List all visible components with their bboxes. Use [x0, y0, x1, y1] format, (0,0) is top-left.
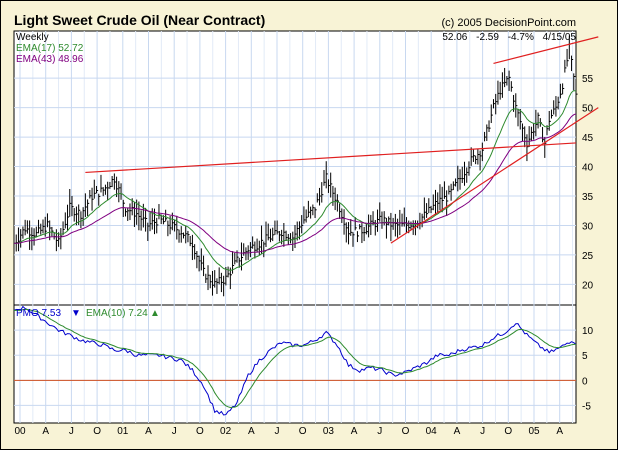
price-bars [13, 35, 578, 297]
axis-tick-labels: 00 A J O 01 A J O 02 A J O 03 A J O 04 A J O 05 A202530354045… [14, 74, 593, 437]
pmo-y-tick-label: 10 [582, 326, 594, 337]
x-tick-label: 03 [323, 426, 335, 437]
x-tick-label: A [42, 426, 49, 437]
x-tick-label: O [504, 426, 512, 437]
x-tick-label: A [248, 426, 255, 437]
price-y-tick-label: 25 [582, 251, 594, 262]
pmo-y-tick-label: -5 [582, 401, 591, 412]
readout-pct: -4.7% [508, 32, 534, 43]
x-tick-label: J [480, 426, 485, 437]
price-readout: 52.06 -2.59 -4.7% 4/15/05 [442, 32, 576, 43]
copyright-label: (c) 2005 DecisionPoint.com [441, 17, 576, 29]
x-tick-label: 02 [220, 426, 232, 437]
x-tick-label: J [275, 426, 280, 437]
legend-pmo: PMO 7.53 [16, 308, 61, 319]
pmo-ema-up-arrow-icon: ▲ [150, 308, 160, 319]
x-tick-label: A [454, 426, 461, 437]
price-y-tick-label: 55 [582, 74, 594, 85]
price-y-tick-label: 30 [582, 221, 594, 232]
x-tick-label: O [93, 426, 101, 437]
price-y-tick-label: 20 [582, 280, 594, 291]
legend-pmo-ema: EMA(10) 7.24 [86, 308, 148, 319]
price-y-tick-label: 40 [582, 163, 594, 174]
x-tick-label: O [402, 426, 410, 437]
x-tick-label: A [351, 426, 358, 437]
readout-change: -2.59 [476, 32, 499, 43]
x-tick-label: 05 [528, 426, 540, 437]
x-tick-label: O [299, 426, 307, 437]
x-tick-label: A [556, 426, 563, 437]
grid-lines [14, 31, 576, 423]
price-y-tick-label: 35 [582, 192, 594, 203]
pmo-down-arrow-icon: ▼ [71, 308, 81, 319]
readout-last: 52.06 [442, 32, 467, 43]
trendline-rising-support [390, 107, 599, 244]
legend-ema43: EMA(43) 48.96 [16, 54, 84, 65]
ema43-line [14, 113, 577, 254]
trendlines [85, 36, 599, 244]
pmo-y-tick-label: 5 [582, 351, 588, 362]
period-label: Weekly [16, 32, 49, 43]
x-tick-label: 00 [14, 426, 26, 437]
pmo-y-tick-label: 0 [582, 376, 588, 387]
x-tick-label: J [377, 426, 382, 437]
trendline-upper-resistance [85, 142, 577, 174]
x-tick-label: J [172, 426, 177, 437]
x-tick-label: J [69, 426, 74, 437]
price-y-tick-label: 45 [582, 133, 594, 144]
ema17-line [14, 90, 577, 271]
pmo-line [13, 305, 577, 416]
price-y-tick-label: 50 [582, 104, 594, 115]
readout-date: 4/15/05 [543, 32, 577, 43]
x-tick-label: 01 [117, 426, 129, 437]
chart-title: Light Sweet Crude Oil (Near Contract) [14, 12, 265, 28]
x-tick-label: O [196, 426, 204, 437]
ema-lines [14, 90, 577, 271]
legend-ema17: EMA(17) 52.72 [16, 43, 84, 54]
pmo-ema10-line [13, 308, 576, 409]
x-tick-label: 04 [426, 426, 438, 437]
x-tick-label: A [145, 426, 152, 437]
pmo-lines [13, 305, 577, 416]
trendline-rising-resistance [493, 36, 599, 64]
price-plot-area [13, 30, 577, 306]
